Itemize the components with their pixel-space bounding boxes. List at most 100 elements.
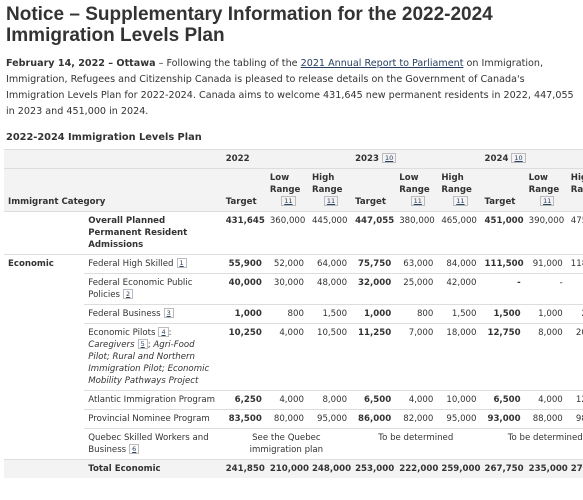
- range-label: Low Range: [528, 173, 560, 195]
- data-row: Economic Pilots 4: Caregivers 5; Agri-Food …: [4, 323, 583, 391]
- group-cell: Economic: [4, 254, 85, 460]
- range-cell: 360,000: [265, 211, 308, 255]
- range-cell: 12,000: [566, 390, 583, 410]
- data-row: Quebec Skilled Workers and Business 6 See …: [4, 428, 583, 460]
- range-cell: 259,000: [437, 459, 481, 478]
- range-label: Low Range: [269, 173, 301, 195]
- target-cell: 75,750: [351, 254, 396, 274]
- target-header: Target: [480, 168, 525, 212]
- note-wrap: 11: [399, 196, 433, 208]
- row-label: Atlantic Immigration Program: [84, 390, 222, 410]
- target-cell: 86,000: [351, 409, 396, 429]
- range-cell: 10,000: [437, 390, 481, 410]
- target-cell: 83,500: [221, 409, 266, 429]
- low-range-header: Low Range 11: [524, 168, 567, 212]
- dateline: February 14, 2022 – Ottawa: [6, 58, 156, 69]
- year-label: 2022: [225, 154, 250, 164]
- range-cell: 4,000: [265, 390, 308, 410]
- target-cell: 267,750: [480, 459, 525, 478]
- target-cell: 1,000: [351, 304, 396, 324]
- target-cell: 111,500: [480, 254, 525, 274]
- range-cell: 800: [395, 304, 438, 324]
- range-cell: 222,000: [395, 459, 438, 478]
- target-cell: -: [480, 273, 525, 305]
- range-cell: 63,000: [395, 254, 438, 274]
- footnote-link[interactable]: 11: [540, 196, 555, 206]
- footnote-link[interactable]: 10: [511, 153, 526, 163]
- range-cell: 248,000: [307, 459, 351, 478]
- target-cell: 241,850: [221, 459, 266, 478]
- report-link[interactable]: 2021 Annual Report to Parliament: [300, 58, 464, 69]
- footnote-link[interactable]: 11: [453, 196, 468, 206]
- row-label: Quebec Skilled Workers and Business 6: [84, 428, 222, 460]
- row-label: Provincial Nominee Program: [84, 409, 222, 429]
- table-body: Overall Planned Permanent Resident Admis…: [4, 211, 583, 478]
- data-row: Provincial Nominee Program 83,500 80,000 95…: [4, 409, 583, 429]
- target-cell: 6,250: [221, 390, 266, 410]
- header-row: 2022 2023 10 2024 10: [4, 149, 583, 169]
- row-label: Federal Business 3: [84, 304, 222, 324]
- table-wrap: 2022 2023 10 2024 10 Immigrant Category Target…: [0, 149, 583, 478]
- target-cell: 451,000: [480, 211, 525, 255]
- range-cell: 4,000: [395, 390, 438, 410]
- range-cell: 4,000: [524, 390, 567, 410]
- label-text: Caregivers: [88, 340, 135, 350]
- target-cell: 10,250: [221, 323, 266, 391]
- footnote-link[interactable]: 4: [158, 327, 169, 337]
- range-cell: 91,000: [524, 254, 567, 274]
- year-header: 2022: [221, 149, 352, 169]
- spanned-cell: See the Quebec immigration plan: [221, 428, 352, 460]
- row-label: Economic Pilots 4: Caregivers 5; Agri-Food …: [84, 323, 222, 391]
- range-cell: 390,000: [524, 211, 567, 255]
- range-cell: 84,000: [437, 254, 481, 274]
- target-cell: 93,000: [480, 409, 525, 429]
- note-wrap: 11: [312, 196, 347, 208]
- footnote-link[interactable]: 11: [323, 196, 339, 206]
- row-label: Federal High Skilled 1: [84, 254, 222, 274]
- range-cell: 48,000: [307, 273, 352, 305]
- range-cell: 10,500: [307, 323, 352, 391]
- levels-table: 2022 2023 10 2024 10 Immigrant Category Target…: [4, 149, 583, 478]
- footnote-link[interactable]: 3: [163, 308, 174, 318]
- range-cell: 88,000: [524, 409, 567, 429]
- footnote-link[interactable]: 10: [382, 153, 397, 163]
- category-header: Immigrant Category: [4, 168, 222, 212]
- footnote-link[interactable]: 2: [123, 289, 134, 299]
- footnote-link[interactable]: 1: [176, 258, 187, 268]
- data-row: Federal Business 3 1,000 800 1,500 1,000 800 1,…: [4, 304, 583, 324]
- range-cell: 445,000: [307, 211, 352, 255]
- data-row: Federal Economic Public Policies 2 40,000 3…: [4, 273, 583, 305]
- year-label: 2023: [355, 154, 379, 164]
- label-text: ;: [147, 340, 154, 350]
- footnote-link[interactable]: 5: [137, 339, 148, 349]
- range-cell: 95,000: [307, 409, 352, 429]
- row-label: Federal Economic Public Policies 2: [84, 273, 222, 305]
- target-cell: 447,055: [351, 211, 396, 255]
- range-cell: 82,000: [395, 409, 438, 429]
- range-cell: 98,000: [566, 409, 583, 429]
- target-cell: 1,000: [221, 304, 266, 324]
- footnote-link[interactable]: 11: [410, 196, 425, 206]
- header-cell: [4, 149, 222, 169]
- group-cell: [4, 211, 85, 255]
- range-cell: 465,000: [437, 211, 481, 255]
- range-cell: 800: [265, 304, 308, 324]
- label-text: :: [168, 328, 172, 338]
- label-text: Provincial Nominee Program: [88, 414, 210, 424]
- range-label: High Range: [311, 173, 343, 195]
- table-caption: 2022-2024 Immigration Levels Plan: [6, 132, 202, 143]
- range-cell: 1,500: [307, 304, 352, 324]
- target-cell: 11,250: [351, 323, 396, 391]
- range-label: Low Range: [399, 173, 430, 195]
- footnote-link[interactable]: 11: [281, 196, 296, 206]
- footnote-link[interactable]: 6: [129, 444, 140, 454]
- year-label: 2024: [484, 154, 509, 164]
- note-wrap: 11: [441, 196, 476, 208]
- target-cell: 32,000: [351, 273, 396, 305]
- range-cell: 475,000: [566, 211, 583, 255]
- low-range-header: Low Range 11: [395, 168, 438, 212]
- label-text: Quebec Skilled Workers and Business: [88, 433, 209, 455]
- label-text: Economic Pilots: [88, 328, 156, 338]
